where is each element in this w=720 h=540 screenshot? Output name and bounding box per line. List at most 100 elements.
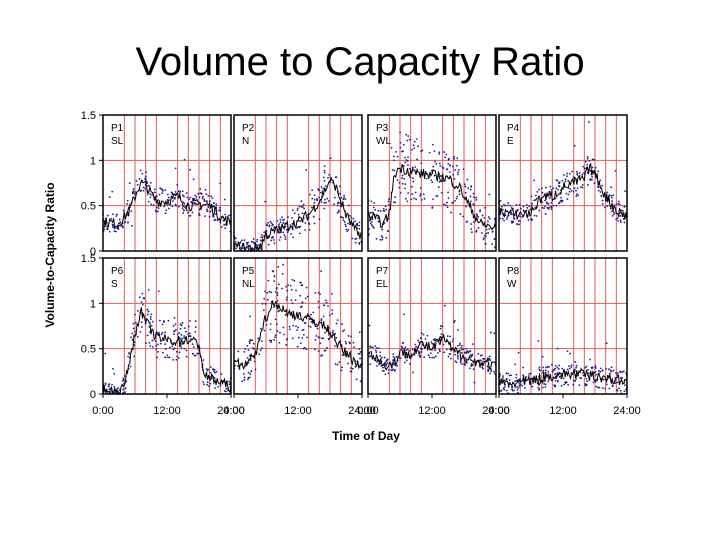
data-point xyxy=(606,205,609,207)
data-point xyxy=(434,349,436,352)
data-point xyxy=(173,347,176,350)
data-point xyxy=(587,372,590,375)
data-point xyxy=(467,351,470,354)
data-point xyxy=(442,343,445,346)
data-point xyxy=(381,238,384,241)
data-point xyxy=(377,209,380,212)
data-point xyxy=(308,318,311,321)
panel-id-label: P1 xyxy=(111,123,124,134)
data-point xyxy=(162,339,165,342)
data-point xyxy=(558,185,561,188)
data-point xyxy=(404,346,407,349)
data-point xyxy=(401,177,403,179)
data-point xyxy=(305,169,308,171)
data-point xyxy=(470,356,472,358)
data-point xyxy=(517,220,520,222)
data-point xyxy=(339,192,342,195)
data-point xyxy=(619,219,622,222)
data-point xyxy=(617,219,619,222)
data-point xyxy=(512,389,515,392)
data-point xyxy=(289,284,292,287)
data-point xyxy=(311,197,314,200)
panel-p4: P4 E xyxy=(498,114,628,252)
data-point xyxy=(314,348,316,351)
data-point xyxy=(516,209,519,212)
data-point xyxy=(586,156,589,158)
data-point xyxy=(281,287,283,290)
data-point xyxy=(207,385,210,388)
data-point xyxy=(554,385,556,388)
data-point xyxy=(168,356,171,359)
data-point xyxy=(203,383,205,386)
data-point xyxy=(411,348,414,351)
data-point xyxy=(341,323,343,325)
data-point xyxy=(179,337,181,340)
data-point xyxy=(165,209,168,212)
data-point xyxy=(207,368,210,371)
data-point xyxy=(459,361,462,364)
data-point xyxy=(330,292,333,295)
data-point xyxy=(185,192,188,194)
data-point xyxy=(296,226,299,229)
data-point xyxy=(220,226,223,228)
data-point xyxy=(427,354,430,357)
data-point xyxy=(598,386,601,389)
data-point xyxy=(274,336,276,339)
data-point xyxy=(420,332,423,334)
data-point xyxy=(419,193,422,195)
data-point xyxy=(445,168,448,171)
data-point xyxy=(500,390,502,392)
data-point xyxy=(161,188,164,191)
data-point xyxy=(466,362,468,364)
data-point xyxy=(482,367,484,370)
data-point xyxy=(610,186,613,189)
data-point xyxy=(343,221,346,223)
data-point xyxy=(259,349,262,352)
data-point xyxy=(122,379,125,382)
data-point xyxy=(430,352,432,355)
data-point xyxy=(406,160,409,162)
data-point xyxy=(420,198,423,201)
data-point xyxy=(149,316,152,318)
data-point xyxy=(345,228,348,231)
data-point xyxy=(342,219,345,221)
data-point xyxy=(487,232,489,234)
data-point xyxy=(584,160,587,163)
data-point xyxy=(501,208,504,211)
data-point xyxy=(243,379,246,381)
data-point xyxy=(604,206,606,209)
data-point xyxy=(396,179,399,182)
data-point xyxy=(179,327,182,330)
data-point xyxy=(385,365,387,367)
data-point xyxy=(404,187,406,190)
data-point xyxy=(188,198,191,201)
data-point xyxy=(506,204,509,207)
data-point xyxy=(174,203,177,206)
data-point xyxy=(415,138,418,140)
data-point xyxy=(323,179,326,182)
data-point xyxy=(262,309,265,312)
data-point xyxy=(124,221,126,224)
data-point xyxy=(491,243,493,246)
panel-direction-label: N xyxy=(242,136,249,147)
data-point xyxy=(163,321,165,324)
data-point xyxy=(253,348,256,350)
data-point xyxy=(545,366,547,369)
data-point xyxy=(601,387,604,389)
data-point xyxy=(593,182,596,185)
data-point xyxy=(104,352,107,355)
data-point xyxy=(408,349,411,352)
data-point xyxy=(538,368,541,371)
data-point xyxy=(321,337,324,340)
data-point xyxy=(212,368,215,370)
data-point xyxy=(157,207,160,209)
data-point xyxy=(401,174,404,177)
data-point xyxy=(568,367,571,370)
data-point xyxy=(508,374,511,377)
data-point xyxy=(431,342,434,345)
data-point xyxy=(392,368,395,371)
data-point xyxy=(550,208,553,210)
data-point xyxy=(455,164,458,167)
data-point xyxy=(140,189,143,192)
data-point xyxy=(543,383,546,385)
